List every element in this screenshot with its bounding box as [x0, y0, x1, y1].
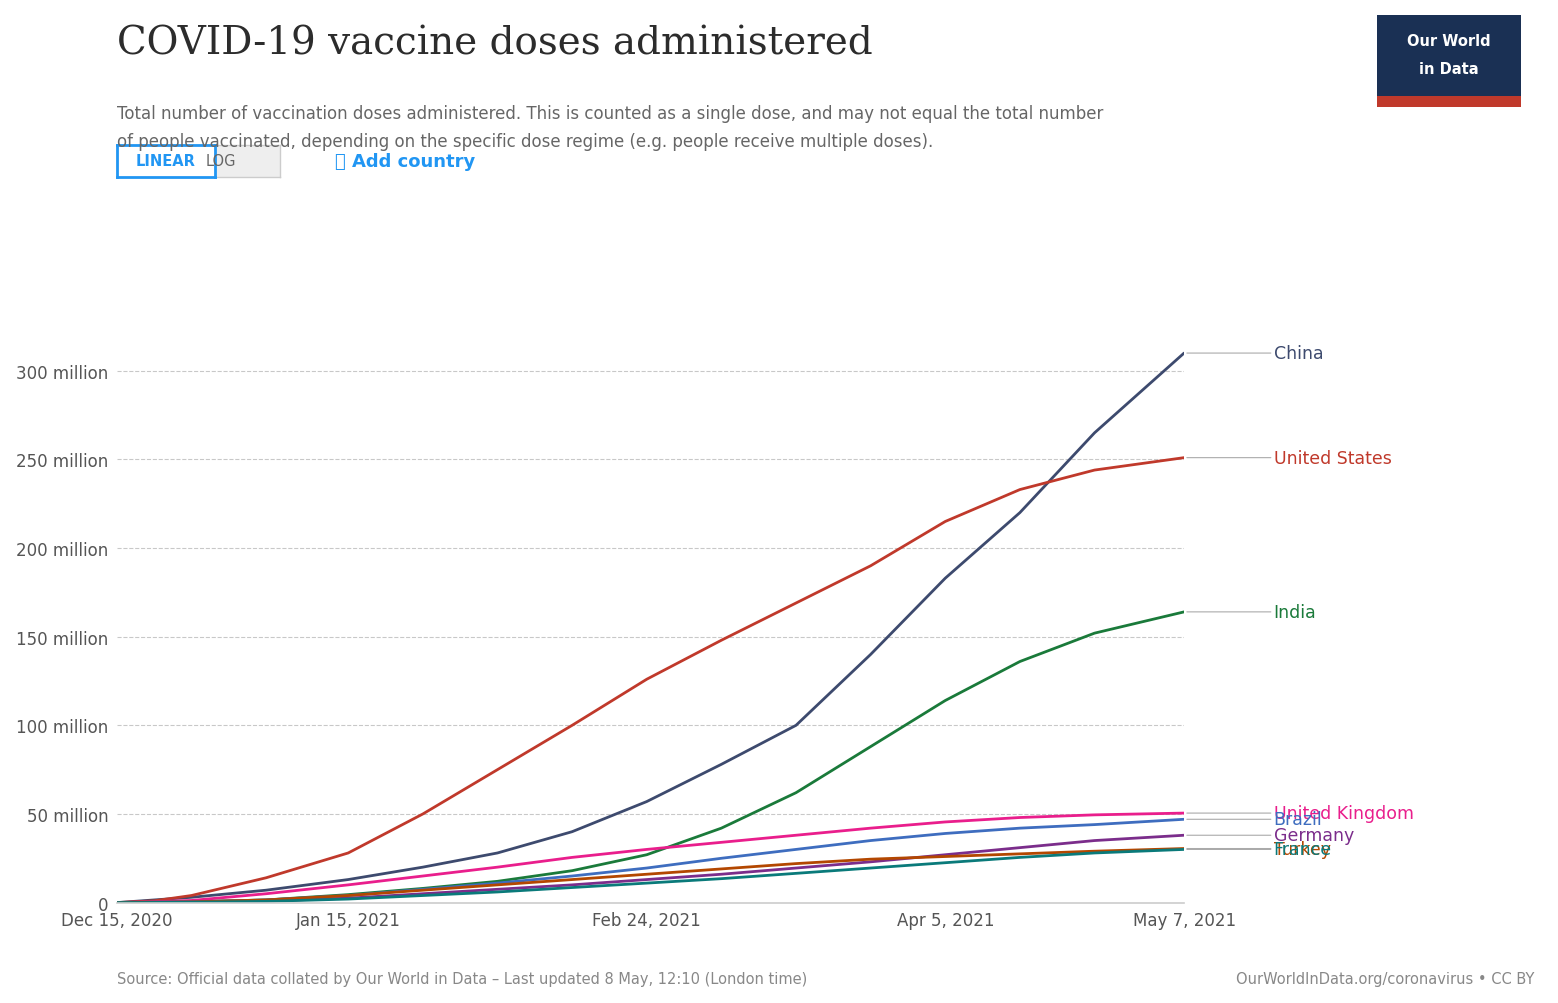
Text: France: France [1187, 841, 1332, 859]
Text: Total number of vaccination doses administered. This is counted as a single dose: Total number of vaccination doses admini… [117, 105, 1103, 123]
Text: of people vaccinated, depending on the specific dose regime (e.g. people receive: of people vaccinated, depending on the s… [117, 132, 933, 150]
Text: Our World: Our World [1407, 34, 1491, 49]
Text: OurWorldInData.org/coronavirus • CC BY: OurWorldInData.org/coronavirus • CC BY [1235, 971, 1535, 986]
Text: in Data: in Data [1419, 62, 1479, 77]
Text: ➕ Add country: ➕ Add country [335, 152, 475, 171]
Text: United Kingdom: United Kingdom [1187, 804, 1413, 822]
Text: India: India [1187, 603, 1317, 621]
Bar [1377, 97, 1521, 108]
Text: LOG: LOG [206, 154, 237, 169]
Text: Germany: Germany [1187, 826, 1354, 845]
Text: United States: United States [1187, 449, 1391, 467]
Text: Turkey: Turkey [1187, 840, 1331, 858]
Text: Source: Official data collated by Our World in Data – Last updated 8 May, 12:10 : Source: Official data collated by Our Wo… [117, 971, 807, 986]
Text: LINEAR: LINEAR [136, 154, 196, 169]
Text: COVID-19 vaccine doses administered: COVID-19 vaccine doses administered [117, 25, 872, 62]
Text: China: China [1187, 345, 1323, 363]
Text: Brazil: Brazil [1187, 810, 1323, 828]
